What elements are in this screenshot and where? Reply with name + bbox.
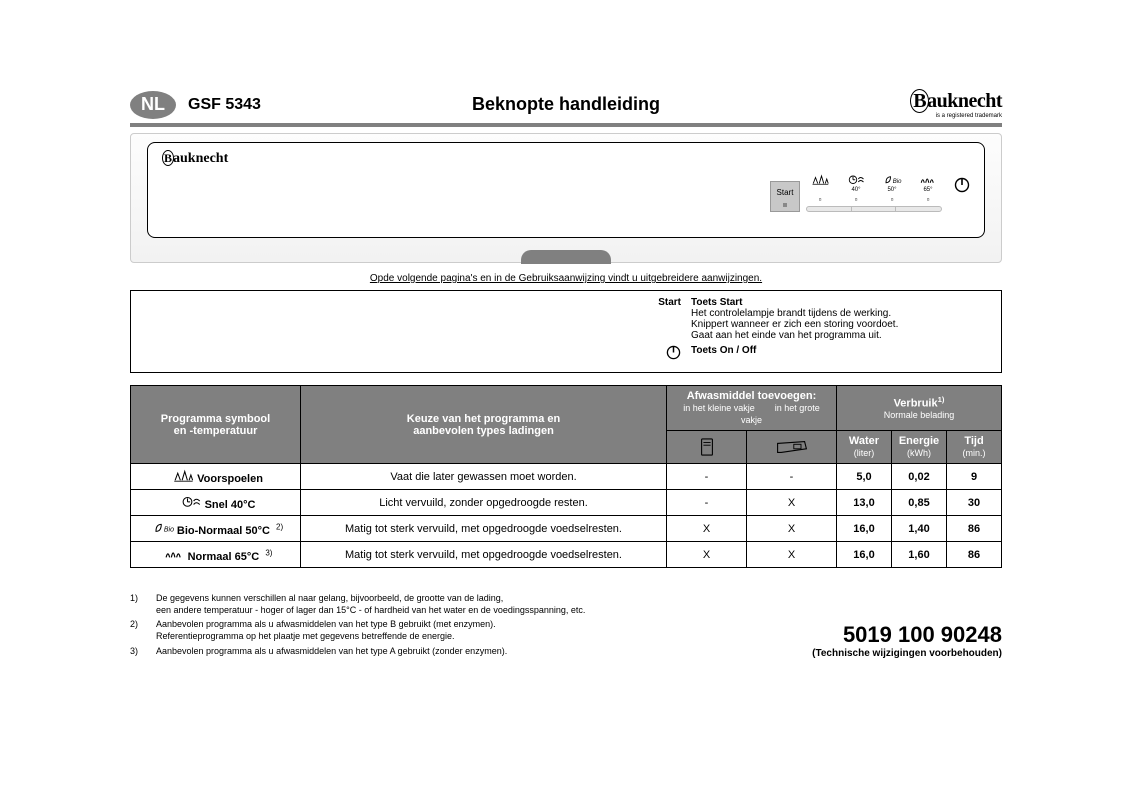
cell-program: Bio-Normaal 50°C 2) <box>131 516 301 542</box>
table-row: Normaal 65°C 3)Matig tot sterk vervuild,… <box>131 542 1002 568</box>
th-water: Water(liter) <box>837 431 892 464</box>
fn1-num: 1) <box>130 592 144 616</box>
brand-logo: BBauknechtauknecht is a registered trade… <box>910 90 1002 119</box>
control-panel-face: Bauknecht Start 40° 50° 65° ▫▫▫▫ <box>147 142 985 238</box>
cell-description: Vaat die later gewassen moet worden. <box>301 464 667 490</box>
th-detergent: Afwasmiddel toevoegen: in het kleine vak… <box>667 386 837 431</box>
panel-program-selector: 40° 50° 65° ▫▫▫▫ <box>806 173 942 212</box>
cell-energy: 1,60 <box>892 542 947 568</box>
fn2-num: 2) <box>130 618 144 642</box>
cell-energy: 1,40 <box>892 516 947 542</box>
panel-controls: Start 40° 50° 65° ▫▫▫▫ <box>770 173 970 212</box>
page-title: Beknopte handleiding <box>472 94 660 115</box>
language-badge: NL <box>130 91 176 119</box>
cell-large: X <box>747 516 837 542</box>
cell-time: 86 <box>947 542 1002 568</box>
brand-tagline: is a registered trademark <box>910 113 1002 119</box>
cell-large: X <box>747 542 837 568</box>
cell-large: - <box>747 464 837 490</box>
legend-start-line3: Gaat aan het einde van het programma uit… <box>691 330 991 341</box>
th-time: Tijd(min.) <box>947 431 1002 464</box>
document-code: 5019 100 90248 (Technische wijzigingen v… <box>812 622 1002 659</box>
legend-start-line1: Het controlelampje brandt tijdens de wer… <box>691 308 991 319</box>
cell-water: 13,0 <box>837 490 892 516</box>
button-legend: Start Toets Start Het controlelampje bra… <box>130 290 1002 373</box>
page: NL GSF 5343 Beknopte handleiding BBaukne… <box>0 0 1132 699</box>
cell-energy: 0,85 <box>892 490 947 516</box>
th-consumption: Verbruik1) Normale belading <box>837 386 1002 431</box>
header: NL GSF 5343 Beknopte handleiding BBaukne… <box>130 90 1002 119</box>
cell-large: X <box>747 490 837 516</box>
th-program: Programma symboolen -temperatuur <box>131 386 301 464</box>
cell-water: 16,0 <box>837 542 892 568</box>
cell-program: Normaal 65°C 3) <box>131 542 301 568</box>
legend-power-icon <box>637 345 681 364</box>
footnotes: 1) De gegevens kunnen verschillen al naar… <box>130 592 585 659</box>
cell-water: 5,0 <box>837 464 892 490</box>
cell-small: X <box>667 516 747 542</box>
legend-power-title: Toets On / Off <box>691 345 991 356</box>
th-description: Keuze van het programma enaanbevolen typ… <box>301 386 667 464</box>
model-number: GSF 5343 <box>188 96 261 114</box>
legend-start-title: Toets Start <box>691 297 991 308</box>
panel-brand-logo: Bauknecht <box>162 151 970 167</box>
legend-start: Start Toets Start Het controlelampje bra… <box>141 297 991 341</box>
footer: 1) De gegevens kunnen verschillen al naar… <box>130 592 1002 659</box>
cell-time: 30 <box>947 490 1002 516</box>
th-small-compartment-icon <box>667 431 747 464</box>
th-large-compartment-icon <box>747 431 837 464</box>
cell-energy: 0,02 <box>892 464 947 490</box>
cell-time: 86 <box>947 516 1002 542</box>
table-row: Bio-Normaal 50°C 2)Matig tot sterk vervu… <box>131 516 1002 542</box>
panel-prog-bio-icon: 50° <box>881 173 903 193</box>
th-energy: Energie(kWh) <box>892 431 947 464</box>
reference-note: Opde volgende pagina's en in de Gebruiks… <box>130 273 1002 284</box>
legend-start-key: Start <box>637 297 681 308</box>
cell-small: X <box>667 542 747 568</box>
program-table: Programma symboolen -temperatuur Keuze v… <box>130 385 1002 568</box>
control-panel-illustration: Bauknecht Start 40° 50° 65° ▫▫▫▫ <box>130 133 1002 263</box>
table-row: Snel 40°CLicht vervuild, zonder opgedroo… <box>131 490 1002 516</box>
cell-program: Snel 40°C <box>131 490 301 516</box>
fn3-num: 3) <box>130 645 144 657</box>
program-icon <box>152 520 174 537</box>
panel-start-button: Start <box>770 181 800 212</box>
panel-prog-quick-icon: 40° <box>845 173 867 193</box>
panel-prog-normal-icon: 65° <box>917 173 939 193</box>
cell-description: Matig tot sterk vervuild, met opgedroogd… <box>301 542 667 568</box>
panel-power-icon <box>954 177 970 196</box>
cell-small: - <box>667 464 747 490</box>
program-icon <box>163 546 185 563</box>
cell-time: 9 <box>947 464 1002 490</box>
cell-description: Licht vervuild, zonder opgedroogde reste… <box>301 490 667 516</box>
fn2-text: Aanbevolen programma als u afwasmiddelen… <box>156 618 496 642</box>
doc-disclaimer: (Technische wijzigingen voorbehouden) <box>812 648 1002 659</box>
program-icon <box>172 468 194 485</box>
panel-prog-rinse-icon <box>809 173 831 193</box>
legend-power: Toets On / Off <box>141 345 991 364</box>
panel-handle <box>521 250 611 264</box>
legend-start-line2: Knippert wanneer er zich een storing voo… <box>691 319 991 330</box>
fn3-text: Aanbevolen programma als u afwasmiddelen… <box>156 645 507 657</box>
header-left: NL GSF 5343 <box>130 91 261 119</box>
program-icon <box>180 494 202 511</box>
table-row: VoorspoelenVaat die later gewassen moet … <box>131 464 1002 490</box>
fn1-text: De gegevens kunnen verschillen al naar g… <box>156 592 585 616</box>
divider <box>130 123 1002 127</box>
cell-water: 16,0 <box>837 516 892 542</box>
doc-number: 5019 100 90248 <box>812 622 1002 648</box>
cell-program: Voorspoelen <box>131 464 301 490</box>
cell-small: - <box>667 490 747 516</box>
cell-description: Matig tot sterk vervuild, met opgedroogd… <box>301 516 667 542</box>
